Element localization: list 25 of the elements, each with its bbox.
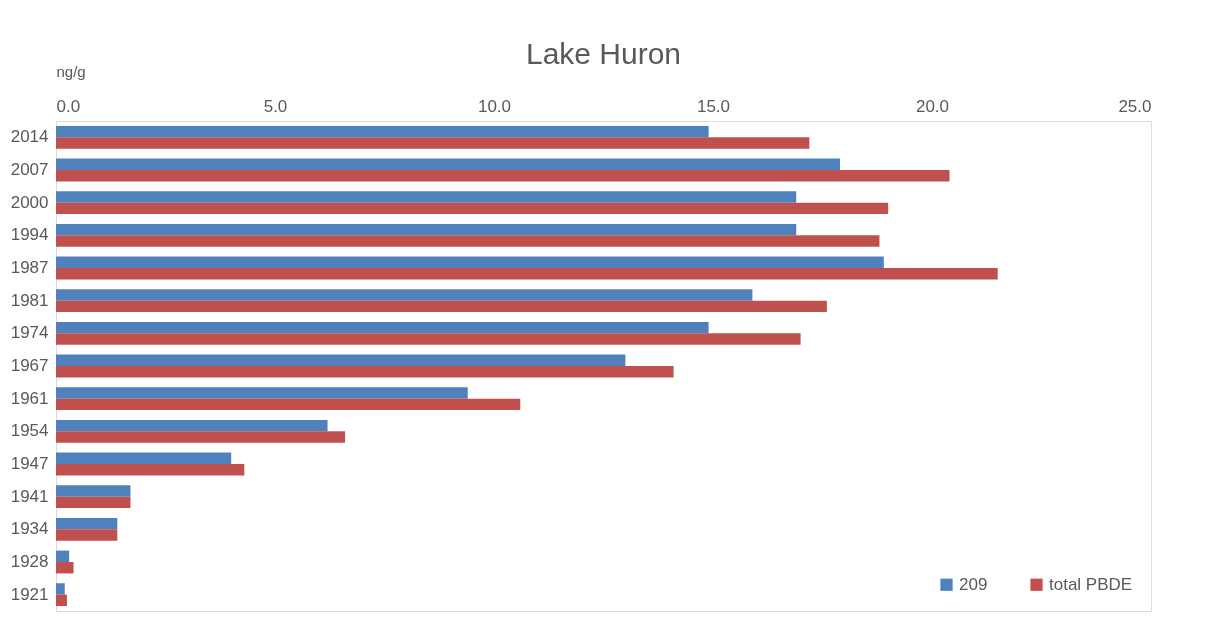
y-tick-label: 1921	[10, 584, 49, 604]
legend-label: total PBDE	[1049, 574, 1133, 594]
y-tick-label: 1941	[10, 486, 49, 506]
x-tick-label: 10.0	[477, 96, 512, 116]
y-tick-label: 1934	[10, 519, 49, 539]
y-tick-label: 1967	[10, 356, 49, 375]
y-tick-label: 2014	[10, 127, 49, 147]
y-tick-label: 2007	[10, 160, 49, 179]
x-tick-label: 0.0	[56, 96, 81, 116]
y-tick-label: 1928	[10, 552, 49, 571]
x-tick-label: 15.0	[696, 96, 731, 116]
y-tick-label: 1987	[10, 258, 49, 277]
y-tick-label: 1947	[10, 454, 49, 473]
chart-title: Lake Huron	[525, 37, 682, 70]
y-tick-label: 1974	[10, 323, 49, 343]
legend-label: 209	[959, 574, 988, 594]
x-tick-label: 20.0	[915, 96, 950, 116]
x-tick-label: 25.0	[1118, 96, 1152, 116]
x-tick-label: 5.0	[263, 96, 288, 116]
y-tick-label: 1994	[10, 225, 49, 245]
x-axis-title: ng/g	[56, 62, 86, 80]
y-tick-label: 1981	[10, 290, 49, 310]
y-tick-label: 1954	[10, 421, 49, 441]
y-tick-label: 2000	[10, 192, 49, 212]
y-tick-label: 1961	[10, 388, 49, 408]
